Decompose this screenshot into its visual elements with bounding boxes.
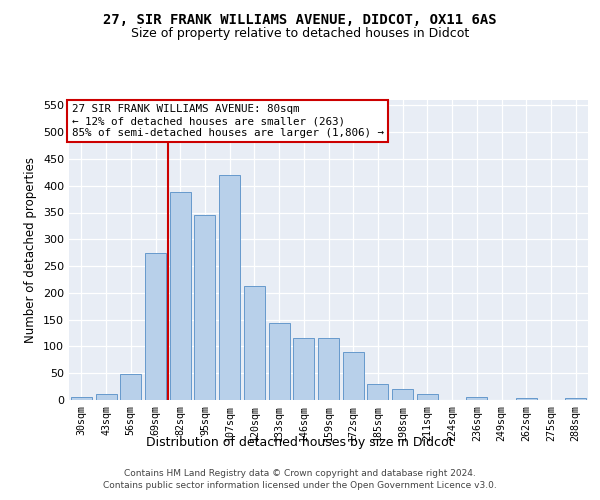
Bar [145, 252, 166, 400]
Bar [269, 323, 290, 400]
Bar [343, 352, 364, 400]
Bar [244, 286, 265, 400]
Text: Size of property relative to detached houses in Didcot: Size of property relative to detached ho… [131, 28, 469, 40]
Bar [367, 384, 388, 400]
Bar [95, 394, 116, 400]
Text: Contains public sector information licensed under the Open Government Licence v3: Contains public sector information licen… [103, 482, 497, 490]
Bar [293, 338, 314, 400]
Text: 27 SIR FRANK WILLIAMS AVENUE: 80sqm
← 12% of detached houses are smaller (263)
8: 27 SIR FRANK WILLIAMS AVENUE: 80sqm ← 12… [71, 104, 383, 138]
Bar [565, 398, 586, 400]
Bar [71, 398, 92, 400]
Bar [516, 398, 537, 400]
Bar [194, 215, 215, 400]
Text: Contains HM Land Registry data © Crown copyright and database right 2024.: Contains HM Land Registry data © Crown c… [124, 470, 476, 478]
Bar [170, 192, 191, 400]
Bar [120, 374, 141, 400]
Text: Distribution of detached houses by size in Didcot: Distribution of detached houses by size … [146, 436, 454, 449]
Bar [417, 394, 438, 400]
Bar [318, 338, 339, 400]
Bar [466, 398, 487, 400]
Y-axis label: Number of detached properties: Number of detached properties [25, 157, 37, 343]
Text: 27, SIR FRANK WILLIAMS AVENUE, DIDCOT, OX11 6AS: 27, SIR FRANK WILLIAMS AVENUE, DIDCOT, O… [103, 12, 497, 26]
Bar [392, 390, 413, 400]
Bar [219, 175, 240, 400]
